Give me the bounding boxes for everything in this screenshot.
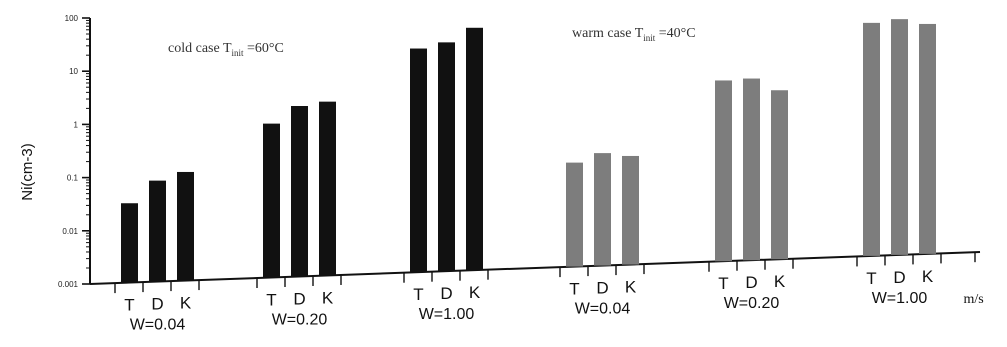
bar-label-T: T [124,296,134,315]
bar-label-T: T [569,280,579,299]
bar-label-D: D [596,279,608,298]
bar-K [319,101,336,276]
y-tick-label: 10 [69,67,78,76]
bar-label-D: D [151,295,163,314]
y-tick-label: 0.1 [67,174,79,183]
bar-label-K: K [322,288,334,307]
bar-label-T: T [266,290,276,309]
chart-bars [121,19,936,283]
bar-label-D: D [745,273,757,292]
bar-T [715,80,732,262]
bar-label-D: D [293,289,305,308]
bar-D [291,106,308,277]
bar-K [466,27,483,271]
bar-T [863,22,880,256]
chart-axes [82,17,981,294]
y-axis-label: Ni(cm-3) [19,143,36,201]
group-label: W=0.04 [130,317,186,334]
bar-label-T: T [413,285,423,304]
bar-label-K: K [180,294,192,313]
bar-label-T: T [718,274,728,293]
bar-D [743,78,760,261]
bar-D [594,153,611,266]
bar-K [771,90,788,260]
unit-label: m/s [964,292,984,307]
bar-D [891,19,908,255]
group-label: W=0.20 [272,311,328,328]
y-tick-label: 0.01 [62,227,78,236]
bar-T [263,123,280,278]
case-annotation: cold case Tinit =60°C [168,41,284,58]
y-tick-label: 0.001 [58,280,79,289]
bar-K [622,155,639,265]
bar-label-T: T [866,269,876,288]
group-label: W=1.00 [419,306,475,323]
bar-T [410,48,427,273]
bar-T [566,162,583,267]
group-label: W=0.20 [724,295,780,312]
case-annotation: warm case Tinit =40°C [572,26,696,43]
bar-K [919,23,936,254]
bar-D [438,42,455,272]
y-tick-label: 100 [65,14,79,23]
bar-label-K: K [625,278,637,297]
bar-label-K: K [922,267,934,286]
bar-T [121,203,138,283]
group-label: W=0.04 [575,301,631,318]
bar-K [177,171,194,281]
bar-label-K: K [774,272,786,291]
y-tick-label: 1 [74,120,79,129]
bar-label-D: D [893,268,905,287]
x-axis-line [89,251,981,285]
group-label: W=1.00 [872,290,928,307]
bar-D [149,180,166,282]
bar-label-K: K [469,283,481,302]
bar-label-D: D [440,284,452,303]
